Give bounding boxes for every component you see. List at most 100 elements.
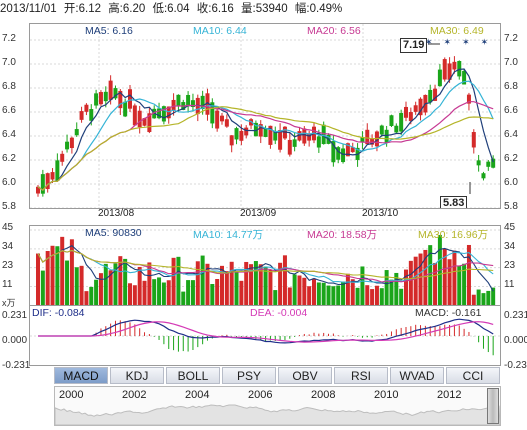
volume-bar	[69, 239, 74, 305]
volume-bar	[442, 248, 447, 305]
timeline-navigator[interactable]: 2000 2002 2004 2006 2008 2010 2012	[54, 386, 501, 426]
volume-bar	[336, 285, 341, 305]
volume-bar	[103, 263, 108, 305]
tab-wvad[interactable]: WVAD	[390, 367, 444, 384]
header-close: 收:6.16	[196, 3, 234, 15]
dea-line	[38, 321, 494, 343]
candlestick-chart[interactable]: MA5: 6.16 MA10: 6.44 MA20: 6.56 MA30: 6.…	[29, 23, 501, 209]
candle-body	[268, 125, 273, 145]
candle-body	[341, 148, 346, 163]
macd-chart[interactable]: DIF: -0.084 DEA: -0.004 MACD: -0.161	[29, 305, 501, 366]
timeline-drag-handle[interactable]	[487, 388, 499, 424]
candle-body	[336, 147, 341, 160]
candle-body	[215, 110, 220, 129]
indicator-tabs: MACD KDJ BOLL PSY OBV RSI WVAD CCI	[54, 367, 500, 385]
candle-body	[79, 111, 84, 120]
candle-body	[466, 94, 471, 104]
tab-rsi[interactable]: RSI	[334, 367, 388, 384]
candle-body	[321, 124, 326, 145]
vol-ma5-label: MA5: 90830	[85, 227, 142, 239]
volume-bar	[394, 272, 399, 305]
volume-bar	[152, 279, 157, 305]
ma10-line	[37, 80, 494, 192]
volume-bar	[176, 256, 181, 305]
volume-chart[interactable]: MA5: 90830 MA10: 14.77万 MA20: 18.58万 MA3…	[29, 225, 501, 306]
volume-bar	[50, 245, 55, 305]
candle-body	[40, 174, 45, 194]
candle-body	[60, 153, 65, 162]
candle-body	[408, 112, 413, 122]
candle-body	[36, 186, 40, 194]
volume-bar	[374, 285, 379, 305]
volume-bar	[350, 279, 355, 305]
volume-bar	[108, 270, 113, 305]
price-tick-left: 6.8	[2, 81, 16, 92]
volume-bar	[40, 270, 45, 305]
volume-bar	[200, 255, 205, 305]
tab-obv[interactable]: OBV	[278, 367, 332, 384]
volume-bar	[457, 265, 462, 305]
candle-body	[190, 100, 195, 108]
tab-macd[interactable]: MACD	[54, 367, 108, 384]
volume-bar	[292, 274, 297, 305]
volume-bar	[190, 280, 195, 305]
volume-bar	[384, 270, 389, 305]
macd-tick-right: -0.231	[504, 360, 527, 371]
price-tick-right: 6.8	[504, 81, 518, 92]
volume-tick-right: 11	[504, 279, 515, 290]
candle-body	[94, 93, 99, 106]
volume-bar	[244, 261, 249, 305]
volume-bar	[486, 290, 491, 305]
candle-body	[45, 173, 50, 190]
candle-body	[345, 143, 350, 157]
volume-bar	[476, 289, 481, 305]
volume-bar	[321, 282, 326, 305]
candle-body	[491, 158, 496, 168]
candle-body	[273, 131, 278, 141]
tab-psy[interactable]: PSY	[222, 367, 276, 384]
candle-body	[399, 112, 404, 132]
candle-body	[404, 106, 408, 118]
tab-kdj[interactable]: KDJ	[110, 367, 164, 384]
candle-body	[224, 119, 229, 127]
timeline-year: 2002	[122, 389, 147, 401]
ma5-label: MA5: 6.16	[85, 25, 133, 37]
candle-body	[331, 141, 336, 163]
volume-bar	[74, 267, 79, 305]
price-tick-left: 5.8	[2, 201, 16, 212]
volume-bar	[491, 287, 496, 305]
volume-bar	[365, 285, 370, 305]
candle-body	[171, 99, 176, 111]
x-tick-oct: 2013/10	[362, 208, 399, 219]
price-tick-right: 6.0	[504, 177, 518, 188]
candle-body	[258, 124, 263, 137]
candle-body	[65, 141, 70, 150]
vol-ma10-label: MA10: 14.77万	[193, 229, 264, 241]
volume-bar	[258, 264, 263, 305]
x-tick-sep: 2013/09	[240, 208, 277, 219]
tab-cci[interactable]: CCI	[446, 367, 500, 384]
candle-body	[302, 128, 307, 144]
volume-bar	[113, 263, 118, 305]
candle-body	[98, 92, 103, 105]
volume-bar	[45, 250, 50, 305]
candle-body	[229, 135, 234, 146]
candle-body	[384, 129, 389, 143]
candle-body	[360, 137, 365, 143]
min-price-callout: 5.83	[440, 196, 468, 208]
candle-body	[186, 94, 191, 107]
volume-bar	[428, 245, 433, 305]
timeline-year: 2010	[374, 389, 399, 401]
candle-body	[205, 93, 210, 115]
timeline-year: 2000	[59, 389, 84, 401]
candle-body	[462, 70, 467, 85]
candle-body	[108, 80, 113, 100]
candle-body	[118, 90, 123, 109]
tab-boll[interactable]: BOLL	[166, 367, 220, 384]
header-date: 2013/11/01	[0, 3, 57, 15]
star-markers-icon: ✶✶✶✶✶	[425, 37, 500, 47]
volume-bar	[466, 244, 471, 305]
volume-bar	[312, 278, 316, 305]
volume-bar	[210, 284, 215, 305]
ma30-label: MA30: 6.49	[430, 25, 484, 37]
